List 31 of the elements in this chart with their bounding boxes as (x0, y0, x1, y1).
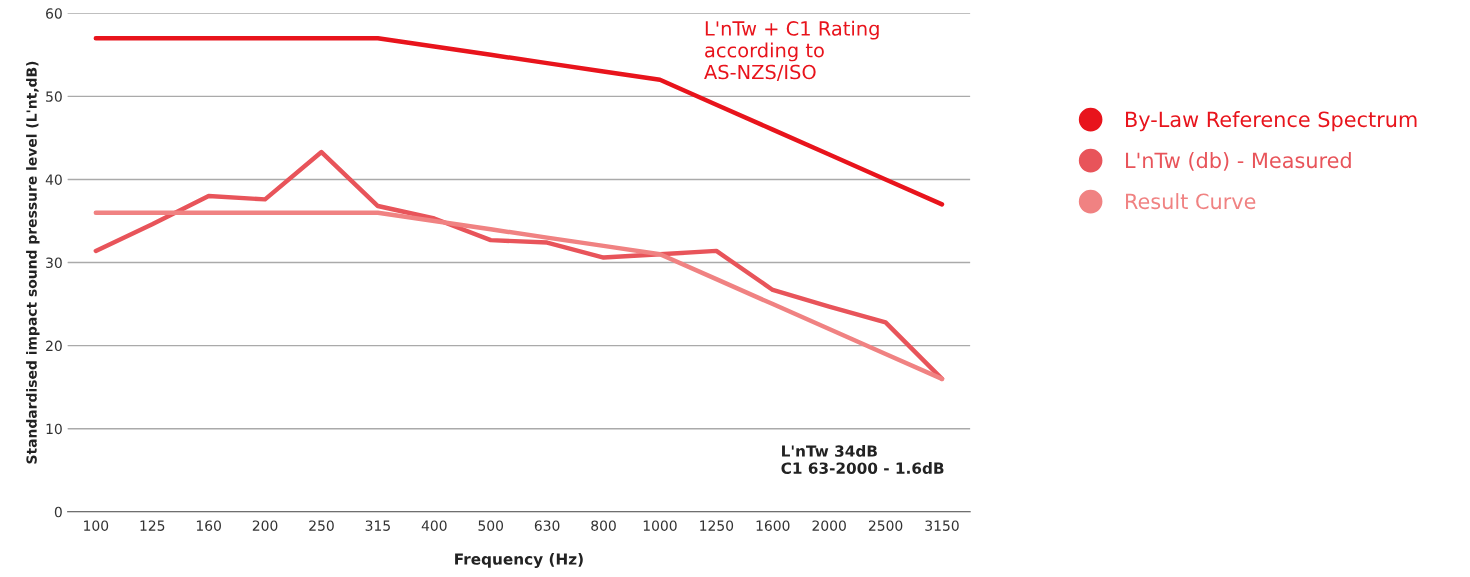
x-tick-label: 400 (421, 520, 447, 531)
y-axis-title: Standardised impact sound pressure level (L'nt,dB) (26, 61, 40, 464)
x-tick-label: 160 (196, 520, 221, 531)
x-tick-label: 500 (478, 520, 504, 531)
y-tick-label: 30 (46, 257, 62, 269)
y-tick-label: 20 (46, 340, 62, 352)
annotation: L'nTw + C1 Rating according to AS-NZS/ISO (704, 20, 879, 81)
legend-label: L'nTw (db) - Measured (1126, 152, 1351, 171)
x-tick-label: 630 (534, 520, 560, 531)
x-tick-label: 800 (591, 520, 616, 531)
x-tick-label: 2000 (812, 520, 846, 531)
x-tick-label: 1250 (700, 520, 734, 531)
x-tick-label: 1600 (756, 520, 790, 531)
legend-label: By-Law Reference Spectrum (1126, 111, 1417, 132)
y-tick-label: 10 (46, 423, 62, 435)
x-tick-label: 250 (309, 520, 334, 531)
y-tick-label: 0 (54, 506, 62, 518)
legend-label: Result Curve (1126, 193, 1256, 210)
y-tick-label: 50 (46, 91, 62, 102)
x-tick-label: 315 (365, 520, 390, 531)
y-tick-label: 40 (45, 174, 62, 185)
x-tick-label: 2500 (868, 520, 903, 531)
x-tick-label: 125 (140, 520, 165, 531)
x-tick-label: 200 (252, 520, 278, 531)
y-tick-label: 60 (46, 8, 62, 19)
x-tick-label: 1000 (643, 520, 677, 531)
line-series (93, 210, 945, 382)
x-tick-label: 3150 (925, 520, 959, 531)
annotation: L'nTw 34dB C1 63-2000 - 1.6dB (781, 445, 944, 474)
x-tick-label: 100 (84, 520, 109, 531)
x-axis-title: Frequency (Hz) (455, 553, 583, 568)
